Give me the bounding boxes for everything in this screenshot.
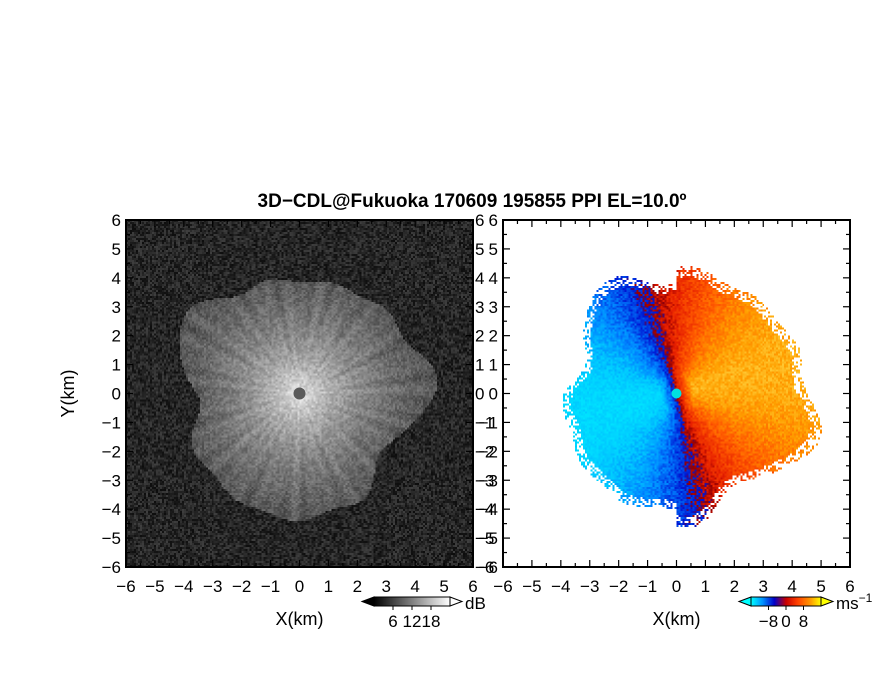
y-tick-label: 1 [112,356,121,375]
y-tick-label: 3 [489,298,498,317]
intensity-axis-ticks: −6 −5 −4 −3 −2 −1 0 1 2 3 4 5 6−6 −6−5 −5−4 −4−3 −3−2 −2−… [102,211,495,596]
y-tick-label: −1 [102,413,121,432]
colorbar-tick-label: 0 [781,612,790,631]
y-tick-label-right: 0 [475,385,484,404]
colorbar-high-arrow [820,596,835,607]
x-tick-label: 5 [439,577,448,596]
colorbar-ramp [750,596,822,607]
y-tick-label-right: 6 [475,211,484,230]
intensity-colorbar: 6 12 18 dB [360,594,486,631]
y-tick-label-right: −1 [475,413,494,432]
x-tick-label: −5 [522,577,541,596]
y-tick-label-right: 5 [475,240,484,259]
y-tick-label-right: −3 [475,471,494,490]
y-tick-label: −6 [479,558,498,577]
x-tick-label: 1 [324,577,333,596]
y-tick-label: −3 [479,471,498,490]
colorbar-unit: dB [465,594,486,613]
y-tick-label: 0 [489,385,498,404]
x-tick-label: 6 [845,577,854,596]
x-tick-label: −2 [232,577,251,596]
colorbar-tick-label: 18 [422,612,441,631]
x-tick-label: −6 [116,577,135,596]
figure-title: 3D−CDL@Fukuoka 170609 195855 PPI EL=10.0… [258,191,687,212]
y-tick-label-right: −6 [475,558,494,577]
x-tick-label: 0 [672,577,681,596]
colorbar-unit-exponent: −1 [859,591,873,605]
y-tick-label: 3 [112,298,121,317]
colorbar-tick-label: −8 [759,612,778,631]
y-tick-label-right: −2 [475,442,494,461]
colorbar-tick-label: 12 [403,612,422,631]
y-tick-label-right: −5 [475,529,494,548]
colorbar-tick-label: 6 [388,612,397,631]
radar-site-marker-velocity [671,388,682,399]
intensity-y-axis-label: Y(km) [58,370,78,418]
y-tick-label: −6 [102,558,121,577]
y-tick-label-right: 4 [475,269,484,288]
y-tick-label: −4 [102,500,121,519]
x-tick-label: −3 [580,577,599,596]
y-tick-label: 0 [112,385,121,404]
y-tick-label: 2 [112,327,121,346]
y-tick-label: 6 [112,211,121,230]
y-tick-label: −4 [479,500,498,519]
x-tick-label: 0 [295,577,304,596]
x-tick-label: 3 [382,577,391,596]
y-tick-label: 1 [489,356,498,375]
x-tick-label: −2 [609,577,628,596]
x-tick-label: 4 [787,577,796,596]
colorbar-ramp [373,596,451,607]
colorbar-unit: ms−1 [836,591,873,613]
x-tick-label: −1 [261,577,280,596]
velocity-colorbar: −8 0 8 ms−1 [737,591,873,631]
intensity-panel: −6 −5 −4 −3 −2 −1 0 1 2 3 4 5 6−6 −6−5 −5−4 −4−3 −3−2 −2−… [58,211,494,631]
x-tick-label: 5 [816,577,825,596]
colorbar-low-arrow [737,596,752,607]
x-tick-label: 2 [353,577,362,596]
y-tick-label-right: 3 [475,298,484,317]
colorbar-high-arrow [449,596,464,607]
y-tick-label: 5 [489,240,498,259]
y-tick-label: 5 [112,240,121,259]
x-tick-label: −6 [493,577,512,596]
y-tick-label: 4 [489,269,498,288]
velocity-x-axis-label: X(km) [653,609,701,629]
y-tick-label: −2 [479,442,498,461]
x-tick-label: −3 [203,577,222,596]
y-tick-label: 4 [112,269,121,288]
y-tick-label-right: 1 [475,356,484,375]
x-tick-label: 2 [730,577,739,596]
x-tick-label: 1 [701,577,710,596]
x-tick-label: −5 [145,577,164,596]
y-tick-label: 2 [489,327,498,346]
colorbar-tick-label: 8 [799,612,808,631]
x-tick-label: 3 [759,577,768,596]
x-tick-label: −4 [551,577,570,596]
y-tick-label: −2 [102,442,121,461]
y-tick-label-right: −4 [475,500,494,519]
radar-site-marker [293,387,306,400]
y-tick-label: −3 [102,471,121,490]
x-tick-label: −4 [174,577,193,596]
y-tick-label: 6 [489,211,498,230]
intensity-x-axis-label: X(km) [276,609,324,629]
x-tick-label: −1 [638,577,657,596]
colorbar-low-arrow [360,596,375,607]
y-tick-label: −1 [479,413,498,432]
y-tick-label-right: 2 [475,327,484,346]
y-tick-label: −5 [102,529,121,548]
x-tick-label: 4 [410,577,419,596]
x-tick-label: 6 [468,577,477,596]
y-tick-label: −5 [479,529,498,548]
